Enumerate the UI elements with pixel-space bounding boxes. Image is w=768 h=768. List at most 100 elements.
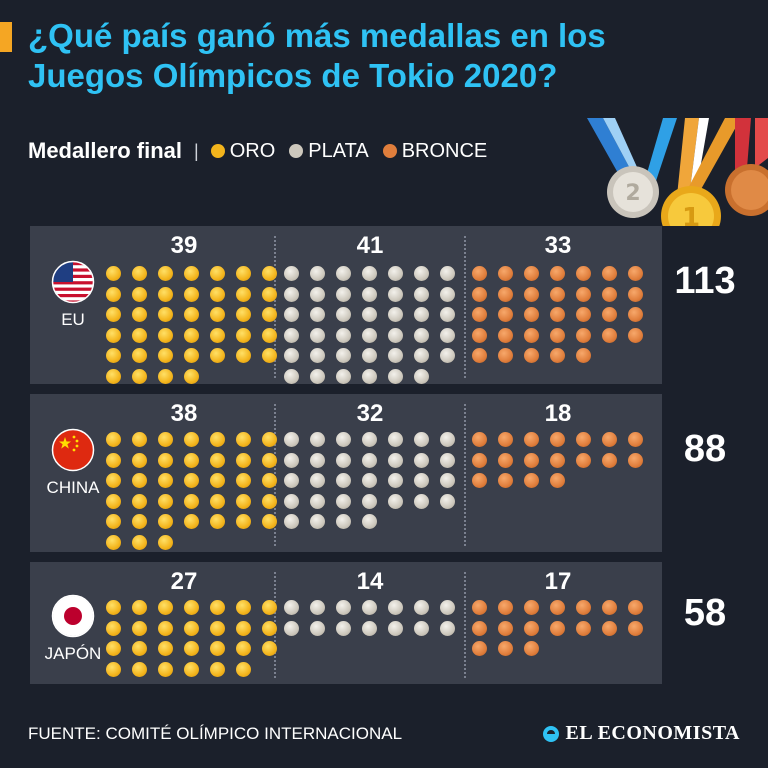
- gold-medal-dot: [106, 307, 121, 323]
- silver-medal-dot: [284, 369, 299, 384]
- bronze-medal-dot: [550, 452, 565, 468]
- bronze-medal-dot: [628, 286, 643, 302]
- gold-medal-dot: [236, 266, 251, 281]
- bronze-medal-dot: [576, 452, 591, 468]
- gold-medal-dot: [210, 600, 225, 615]
- country-japan: JAPÓN: [38, 594, 108, 664]
- silver-medal-dot: [362, 307, 377, 323]
- silver-medal-dot: [310, 348, 325, 364]
- silver-medal-dot: [310, 473, 325, 489]
- gold-medal-dot: [210, 432, 225, 447]
- silver-medal-dot: [388, 286, 403, 302]
- total-count: 58: [683, 592, 727, 634]
- gold-medal-dot: [236, 600, 251, 615]
- china-flag-icon: [51, 428, 95, 472]
- silver-medal-dot: [440, 600, 455, 615]
- legend-item-gold: ORO: [210, 140, 275, 163]
- silver-medal-dot: [440, 286, 455, 302]
- bronze-medal-dot: [524, 473, 539, 489]
- silver-medal-dot: [336, 620, 351, 636]
- silver-medal-dot: [440, 452, 455, 468]
- country-panel-japan: JAPÓN 27 14 17 58: [30, 562, 746, 684]
- bronze-medal-dot: [498, 266, 513, 281]
- silver-medal-dot: [284, 600, 299, 615]
- bronze-medal-dot: [524, 600, 539, 615]
- silver-medal-dot: [414, 600, 429, 615]
- silver-medal-dot: [388, 307, 403, 323]
- country-name: JAPÓN: [44, 644, 102, 663]
- bronze-medal-dot: [524, 327, 539, 343]
- gold-medal-dot: [158, 535, 173, 550]
- silver-medal-dot: [336, 473, 351, 489]
- gold-medal-dot: [262, 641, 277, 657]
- silver-medal-dot: [284, 327, 299, 343]
- gold-medal-dot: [236, 327, 251, 343]
- bronze-medal-dot: [602, 432, 617, 447]
- gold-medal-dot: [210, 514, 225, 530]
- gold-medal-dot: [236, 620, 251, 636]
- silver-medal-dot: [388, 493, 403, 509]
- bronze-medal-dot: [472, 327, 487, 343]
- silver-medal-dot: [440, 266, 455, 281]
- gold-medal-dot: [210, 307, 225, 323]
- silver-medal-dot: [284, 452, 299, 468]
- gold-medal-dot: [262, 432, 277, 447]
- gold-medal-dot: [184, 369, 199, 384]
- silver-medal-dot: [440, 432, 455, 447]
- bronze-medal-dot: [472, 432, 487, 447]
- silver-medal-dot: [414, 369, 429, 384]
- bronze-medal-dot: [498, 327, 513, 343]
- gold-medal-dot: [106, 286, 121, 302]
- bronze-medal-dot: [472, 641, 487, 657]
- silver-medal-dot: [440, 620, 455, 636]
- silver-medal-dot: [362, 286, 377, 302]
- gold-medal-dot: [262, 307, 277, 323]
- svg-text:1: 1: [682, 203, 700, 233]
- gold-medal-dot: [236, 452, 251, 468]
- bronze-count: 18: [544, 400, 572, 427]
- silver-medal-dot: [414, 327, 429, 343]
- gold-medal-dot: [262, 514, 277, 530]
- silver-medal-dot: [284, 432, 299, 447]
- country-china: CHINA: [38, 428, 108, 498]
- bronze-medal-dot: [498, 620, 513, 636]
- bronze-medal-dot: [628, 600, 643, 615]
- silver-medal-dot: [284, 286, 299, 302]
- bronze-medal-dot: [472, 600, 487, 615]
- silver-medal-dot: [362, 600, 377, 615]
- silver-medal-dot: [336, 514, 351, 530]
- silver-medal-dot: [336, 327, 351, 343]
- silver-medal-dot: [414, 266, 429, 281]
- silver-medal-dot: [362, 348, 377, 364]
- silver-medal-dot: [336, 369, 351, 384]
- gold-medal-dot: [184, 620, 199, 636]
- gold-medal-dot: [132, 266, 147, 281]
- total-count: 113: [674, 260, 736, 302]
- gold-count: 39: [170, 232, 198, 259]
- gold-medal-dot: [106, 600, 121, 615]
- bronze-medal-dot: [472, 473, 487, 489]
- silver-medal-dot: [284, 514, 299, 530]
- legend-separator: |: [194, 140, 199, 161]
- silver-medal-dot: [336, 452, 351, 468]
- silver-medal-dot: [362, 266, 377, 281]
- silver-medal-dot: [440, 327, 455, 343]
- silver-medal-dot: [388, 452, 403, 468]
- bronze-medal-dot: [524, 307, 539, 323]
- silver-medal-dot: [388, 266, 403, 281]
- gold-medal-dot: [132, 452, 147, 468]
- silver-medal-dot: [414, 286, 429, 302]
- silver-medal-dot: [414, 452, 429, 468]
- silver-medal-dot: [388, 432, 403, 447]
- gold-medal-dot: [106, 327, 121, 343]
- bronze-count: 17: [544, 568, 572, 595]
- silver-medal-dot: [310, 452, 325, 468]
- bronze-medal-dot: [498, 452, 513, 468]
- silver-medal-dot: [336, 432, 351, 447]
- gold-medal-dot: [158, 266, 173, 281]
- bronze-medal-dot: [550, 307, 565, 323]
- gold-medal-dot: [106, 432, 121, 447]
- gold-medal-dot: [158, 620, 173, 636]
- gold-medal-dot: [210, 452, 225, 468]
- gold-medal-dot: [158, 452, 173, 468]
